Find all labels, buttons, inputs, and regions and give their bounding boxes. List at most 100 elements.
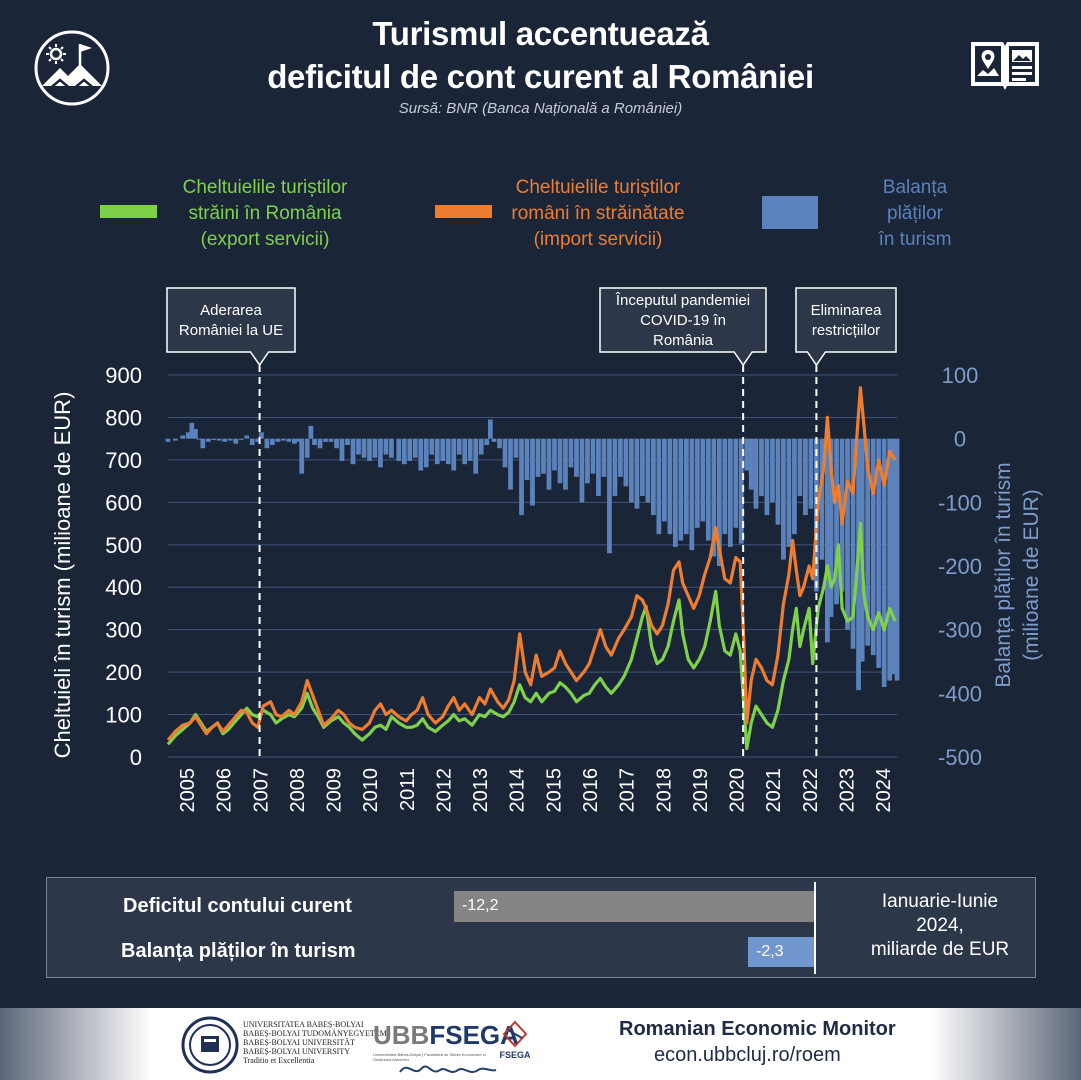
roem-url[interactable]: econ.ubbcluj.ro/roem [654,1044,841,1066]
balance-bar [478,438,484,455]
balance-bar [618,438,623,477]
legend-swatch-0 [100,205,157,218]
left-tick-label: 600 [105,490,142,515]
fsega-signature [399,1065,497,1073]
balance-bar [491,438,497,442]
balance-bar [205,438,211,442]
balance-bar [165,438,171,442]
right-tick-label: -500 [938,745,982,770]
balance-bar [574,438,579,477]
balance-bar [672,438,678,547]
balance-bar [662,438,667,522]
balance-bar [462,438,468,465]
legend-label-1-2: (import servicii) [534,229,663,250]
balance-bar [651,438,656,516]
title-line-1: Turismul accentuează [372,15,709,52]
ubb-seal-icon [181,1016,239,1074]
balance-bar [304,438,310,458]
balance-bar [473,438,479,474]
balance-bar [803,438,808,516]
ubb-name: Universitatea Babeș-Bolyai Babeș-Bolyai … [243,1020,387,1065]
balance-bar [233,438,239,444]
balance-bar [487,419,493,439]
balance-bar [389,438,394,458]
legend-label-2-2: în turism [878,229,952,250]
balance-bar [711,438,717,557]
deficit-label: Deficitul contului curent [123,895,352,917]
event-label-2-0: Eliminarea [811,302,883,319]
ubb-line-2: Babeș-Bolyai Tudományegyetem [243,1029,387,1038]
right-tick-label: -100 [938,490,982,515]
balance-bar [733,438,739,528]
balance-bar [440,438,446,461]
balance-bar [227,438,233,441]
balance-bar [200,438,206,449]
balance-bar [378,438,383,468]
balance-bar [345,438,350,446]
x-tick-label: 2016 [580,768,602,813]
balance-bar [753,438,759,509]
balance-bar [727,438,733,547]
balance-bar [196,438,202,440]
balance-bar [222,438,228,442]
balance-bar [744,438,750,471]
event-callout-body-1 [599,287,767,367]
legend-label-1-1: români în străinătate [511,203,684,224]
balance-bar [497,438,502,449]
balance-bar [700,438,706,522]
balance-bar [255,438,261,442]
panel-note-line-2: 2024, [916,915,964,936]
event-label-0-0: Aderarea [200,302,262,319]
fsega-badge-label: FSEGA [499,1050,531,1060]
panel-note: Ianuarie-Iunie 2024, miliarde de EUR [855,890,1025,962]
balance-bar [281,438,286,441]
balance-bar [418,438,424,471]
balance-bar [623,438,629,487]
x-tick-label: 2009 [324,768,346,813]
balance-bar [828,438,834,617]
x-tick-label: 2006 [214,768,236,813]
x-tick-label: 2022 [800,768,822,813]
balance-bar [629,438,634,503]
balance-bar [238,438,244,440]
balance-bar [683,438,689,535]
balance-bar [607,438,612,554]
balance-bar [834,438,839,605]
balance-bar [259,432,264,439]
balance-bar [185,432,191,439]
right-tick-label: -200 [938,554,982,579]
balance-bar [180,435,186,439]
legend-label-0-0: Cheltuielile turiștilor [183,177,348,198]
event-label-1-2: România [653,332,714,349]
balance-bar [317,438,323,449]
legend-label-0-2: (export servicii) [201,229,330,250]
balance-bar [585,438,590,484]
left-tick-label: 700 [105,448,142,473]
balance-bar [738,438,744,544]
panel-zero-line [814,882,816,974]
balance-bar [552,438,557,471]
ubb-line-1: Universitatea Babeș-Bolyai [243,1020,364,1029]
balance-bar [667,438,673,535]
right-tick-label: -300 [938,618,982,643]
legend-label-1-0: Cheltuielile turiștilor [516,177,681,198]
right-axis-label-2: (milioane de EUR) [1020,489,1043,661]
left-tick-label: 400 [105,575,142,600]
deficit-value: -12,2 [462,897,499,914]
balance-bar [328,438,334,442]
import-line [166,386,897,742]
balance-bar [519,438,524,516]
balance-bar [705,438,711,541]
x-tick-label: 2017 [617,768,639,813]
balance-bar [819,438,825,560]
balance-bar [350,438,356,465]
balance-bar [770,438,775,503]
deficit-bar: -12,2 [454,891,814,922]
legend-label-2-1: plăților [887,203,944,224]
balance-bar [640,438,645,496]
balance-bar [249,438,255,446]
left-tick-label: 200 [105,660,142,685]
balance-bar [484,438,490,446]
x-tick-label: 2021 [763,768,785,813]
balance-bar [557,438,563,484]
